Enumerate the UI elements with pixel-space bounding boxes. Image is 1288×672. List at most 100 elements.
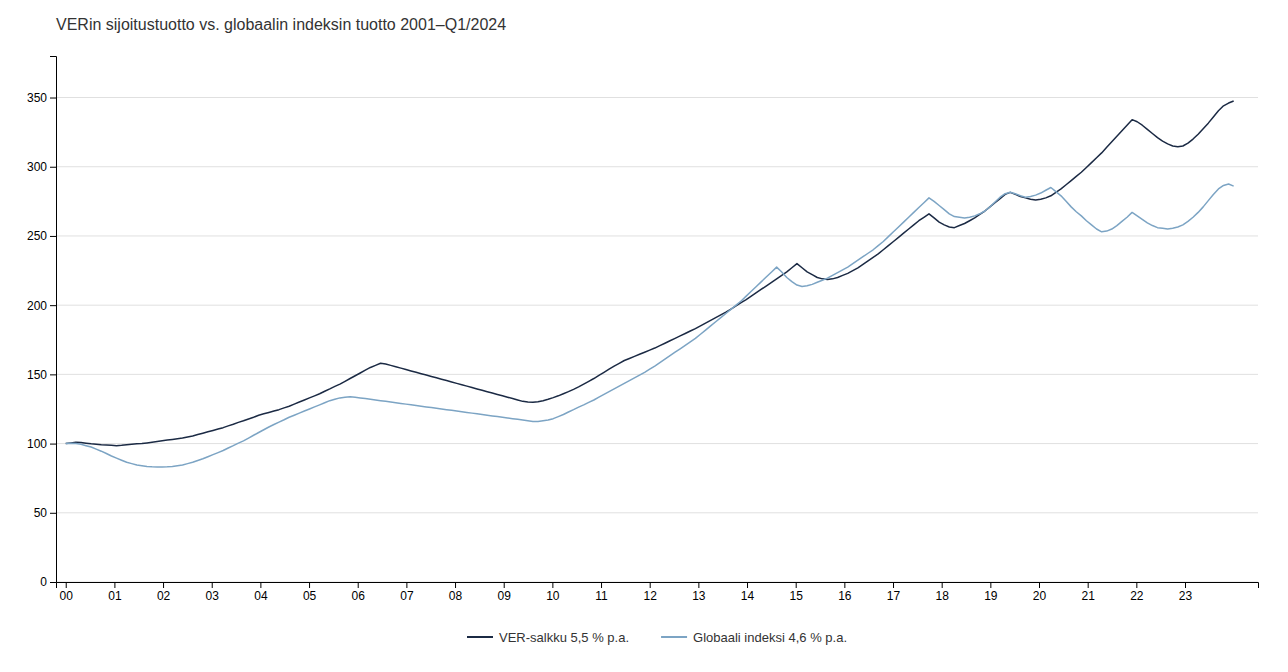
tick-mark bbox=[50, 167, 56, 168]
tick-mark bbox=[1088, 582, 1089, 588]
tick-label: 14 bbox=[741, 589, 755, 603]
tick: 05 bbox=[303, 582, 317, 603]
tick-label: 09 bbox=[498, 589, 512, 603]
tick-mark bbox=[66, 582, 67, 588]
tick-mark bbox=[50, 236, 56, 237]
tick: 06 bbox=[352, 582, 366, 603]
tick: 23 bbox=[1179, 582, 1193, 603]
tick-mark bbox=[747, 582, 748, 588]
tick: 200 bbox=[27, 298, 56, 312]
tick: 08 bbox=[449, 582, 463, 603]
tick-label: 15 bbox=[790, 589, 804, 603]
tick-label: 300 bbox=[27, 160, 47, 174]
tick-label: 17 bbox=[887, 589, 901, 603]
chart-container: 00 01 02 03 04 05 06 07 08 09 10 11 12 13 14 15 16 17 18 19… bbox=[0, 0, 1288, 672]
tick-mark bbox=[650, 582, 651, 588]
legend-swatch bbox=[661, 636, 687, 638]
tick-mark bbox=[893, 582, 894, 588]
tick: 03 bbox=[206, 582, 220, 603]
grid-line bbox=[56, 374, 1258, 375]
tick: 150 bbox=[27, 368, 56, 382]
tick-mark bbox=[942, 582, 943, 588]
x-axis: 00 01 02 03 04 05 06 07 08 09 10 11 12 13 14 15 16 17 18 19… bbox=[57, 582, 1259, 603]
tick: 0 bbox=[40, 575, 56, 589]
tick-label: 19 bbox=[984, 589, 998, 603]
tick-label: 10 bbox=[546, 589, 560, 603]
tick-mark bbox=[50, 513, 56, 514]
tick-mark bbox=[504, 582, 505, 588]
tick-label: 04 bbox=[254, 589, 268, 603]
legend-item: Globaali indeksi 4,6 % p.a. bbox=[661, 630, 847, 645]
legend-item: VER-salkku 5,5 % p.a. bbox=[467, 630, 629, 645]
tick: 20 bbox=[1033, 582, 1047, 603]
tick-mark bbox=[1185, 582, 1186, 588]
tick-label: 05 bbox=[303, 589, 317, 603]
tick-label: 0 bbox=[40, 575, 47, 589]
tick-label: 250 bbox=[27, 229, 47, 243]
tick-label: 18 bbox=[936, 589, 950, 603]
tick-mark bbox=[309, 582, 310, 588]
axis-line bbox=[57, 583, 1259, 589]
tick-mark bbox=[1039, 582, 1040, 588]
tick-mark bbox=[698, 582, 699, 588]
grid-line bbox=[56, 305, 1258, 306]
tick-label: 00 bbox=[60, 589, 74, 603]
tick-label: 350 bbox=[27, 91, 47, 105]
tick: 11 bbox=[595, 582, 608, 603]
tick: 01 bbox=[108, 582, 122, 603]
tick-mark bbox=[796, 582, 797, 588]
tick-label: 11 bbox=[595, 589, 608, 603]
tick-mark bbox=[601, 582, 602, 588]
tick: 09 bbox=[498, 582, 512, 603]
line bbox=[66, 184, 1234, 467]
line bbox=[66, 101, 1234, 446]
plot: 00 01 02 03 04 05 06 07 08 09 10 11 12 13 14 15 16 17 18 19… bbox=[27, 57, 1259, 603]
axis-line bbox=[50, 57, 57, 583]
tick: 15 bbox=[790, 582, 804, 603]
tick-label: 20 bbox=[1033, 589, 1047, 603]
title: VERin sijoitustuotto vs. globaalin indek… bbox=[56, 16, 506, 33]
tick-mark bbox=[552, 582, 553, 588]
tick-label: 02 bbox=[157, 589, 171, 603]
legend-label: VER-salkku 5,5 % p.a. bbox=[499, 630, 629, 645]
tick-label: 03 bbox=[206, 589, 220, 603]
tick: 14 bbox=[741, 582, 755, 603]
tick-mark bbox=[260, 582, 261, 588]
grid-line bbox=[56, 235, 1258, 236]
tick-mark bbox=[844, 582, 845, 588]
tick: 17 bbox=[887, 582, 901, 603]
legend-swatch bbox=[467, 636, 493, 638]
tick-label: 200 bbox=[27, 298, 47, 312]
tick-label: 50 bbox=[34, 506, 48, 520]
tick: 10 bbox=[546, 582, 560, 603]
tick-mark bbox=[50, 444, 56, 445]
tick: 16 bbox=[838, 582, 852, 603]
legend-label: Globaali indeksi 4,6 % p.a. bbox=[693, 630, 847, 645]
tick: 00 bbox=[60, 582, 74, 603]
tick: 100 bbox=[27, 437, 56, 451]
tick-label: 16 bbox=[838, 589, 852, 603]
grid bbox=[56, 98, 1258, 582]
tick-label: 06 bbox=[352, 589, 366, 603]
chart: 00 01 02 03 04 05 06 07 08 09 10 11 12 13 14 15 16 17 18 19… bbox=[0, 0, 1288, 672]
tick-label: 22 bbox=[1130, 589, 1144, 603]
tick-label: 13 bbox=[692, 589, 706, 603]
tick-mark bbox=[50, 582, 56, 583]
tick-label: 12 bbox=[644, 589, 658, 603]
tick: 50 bbox=[34, 506, 56, 520]
grid-line bbox=[56, 166, 1258, 167]
tick: 19 bbox=[984, 582, 998, 603]
tick: 22 bbox=[1130, 582, 1144, 603]
tick-label: 07 bbox=[400, 589, 414, 603]
series-group bbox=[66, 101, 1234, 467]
tick-mark bbox=[358, 582, 359, 588]
tick-label: 100 bbox=[27, 437, 47, 451]
tick: 21 bbox=[1081, 582, 1095, 603]
tick: 18 bbox=[936, 582, 950, 603]
tick-mark bbox=[1136, 582, 1137, 588]
tick-label: 21 bbox=[1081, 589, 1095, 603]
tick-mark bbox=[455, 582, 456, 588]
grid-line bbox=[56, 512, 1258, 513]
tick-mark bbox=[50, 374, 56, 375]
tick-mark bbox=[50, 98, 56, 99]
